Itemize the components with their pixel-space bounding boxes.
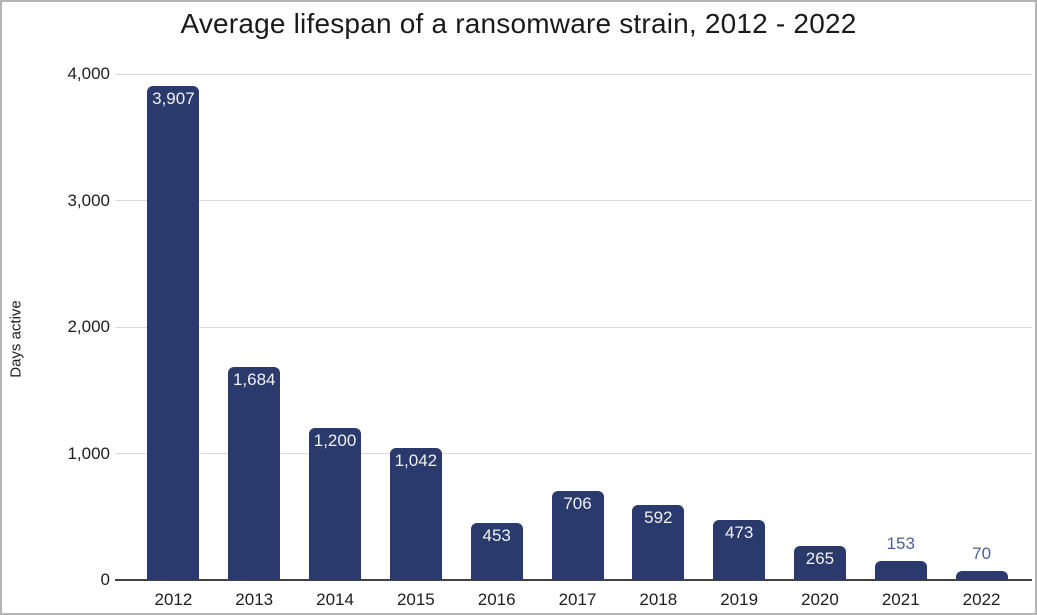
gridline [115,73,1032,75]
bar-value-label: 3,907 [152,88,195,108]
bar-value-label: 265 [805,549,835,569]
chart-title: Average lifespan of a ransomware strain,… [180,8,857,39]
y-tick-label: 2,000 [67,317,110,336]
bar-2017: 706 [551,490,604,580]
bar-value-label: 70 [972,544,992,564]
x-tick-label: 2016 [477,590,516,609]
x-tick-label: 2012 [154,590,193,609]
bar-value-label: 153 [886,533,915,553]
y-tick-label: 1,000 [67,443,110,463]
y-tick-label: 0 [100,570,110,589]
x-tick-label: 2018 [639,590,678,609]
bar-value-label: 473 [724,523,754,543]
gridline [115,200,1032,201]
bar-2018: 592 [632,505,685,580]
bar-value-label: 706 [563,493,592,513]
bar-value-label: 453 [482,525,511,545]
gridline [115,453,1032,454]
x-tick-label: 2014 [316,590,354,609]
bar-2020: 265 [793,546,846,580]
x-axis-line [115,579,1032,581]
x-tick-label: 2013 [235,590,274,609]
y-axis-title: Days active [7,300,25,378]
gridline [115,326,1032,328]
bar-value-label: 592 [644,508,673,528]
bar-2021 [874,560,927,580]
bar-value-label: 1,200 [313,431,357,451]
bar-2015: 1,042 [389,448,442,580]
bar-2013: 1,684 [228,366,281,580]
x-tick-label: 2020 [801,590,839,609]
y-tick-label: 4,000 [67,64,110,83]
bar-2014: 1,200 [309,428,362,580]
plot-area: 3,907 1,684 1,200 1,042 453 706 592 473 265 153 70 [115,73,1032,581]
bar-value-label: 1,684 [232,369,276,389]
bar-2012: 3,907 [147,85,200,580]
bar-value-label: 1,042 [394,451,438,471]
bar-2016: 453 [470,522,523,580]
x-tick-label: 2022 [962,590,1001,609]
x-tick-label: 2021 [881,590,920,609]
bar-2019: 473 [713,520,766,580]
x-tick-label: 2019 [720,590,759,609]
x-tick-label: 2017 [558,590,597,609]
y-tick-label: 3,000 [67,190,110,210]
bar-2022 [955,571,1008,580]
x-tick-label: 2015 [396,590,435,609]
